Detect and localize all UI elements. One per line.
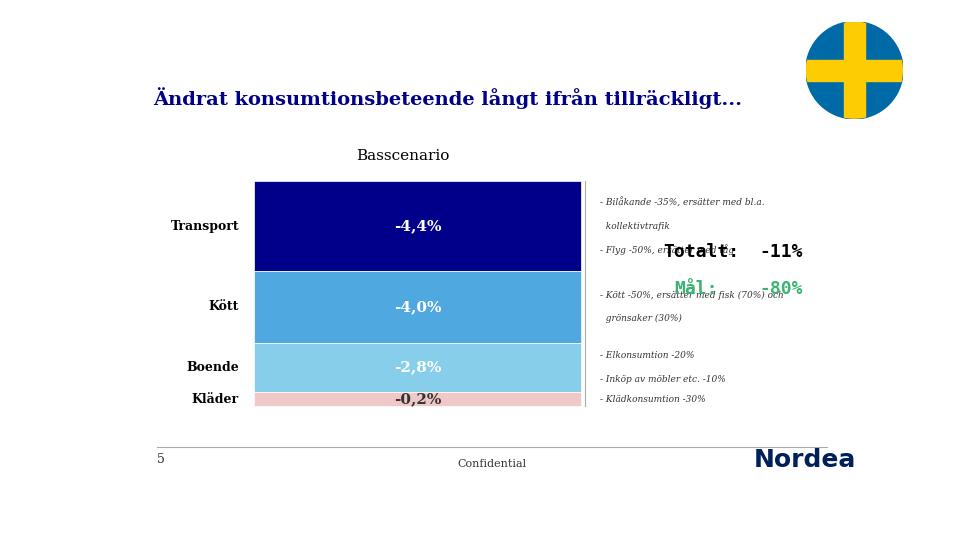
Bar [253, 343, 581, 392]
Text: - Klädkonsumtion -30%: - Klädkonsumtion -30% [600, 395, 706, 403]
Text: - Kött -50%, ersätter med fisk (70%) och: - Kött -50%, ersätter med fisk (70%) och [600, 291, 783, 300]
Text: - Elkonsumtion -20%: - Elkonsumtion -20% [600, 352, 694, 360]
Text: Confidential: Confidential [457, 459, 527, 469]
Bar [253, 181, 581, 271]
Bar [253, 271, 581, 343]
Bar [253, 392, 581, 406]
Text: -11%: -11% [760, 243, 804, 261]
Text: kollektivtrafik: kollektivtrafik [600, 221, 670, 231]
Text: - Flyg -50%, ersätter med tåg: - Flyg -50%, ersätter med tåg [600, 244, 734, 255]
Text: - Bilåkande -35%, ersätter med bl.a.: - Bilåkande -35%, ersätter med bl.a. [600, 198, 764, 208]
Text: -4,0%: -4,0% [394, 300, 442, 314]
Text: Boende: Boende [186, 361, 239, 374]
Text: Mål:: Mål: [674, 280, 718, 298]
Circle shape [805, 22, 903, 119]
Text: - Inköp av möbler etc. -10%: - Inköp av möbler etc. -10% [600, 375, 726, 384]
Text: -80%: -80% [760, 280, 804, 298]
Text: Transport: Transport [171, 220, 239, 233]
Bar [805, 59, 903, 81]
Text: Basscenario: Basscenario [356, 149, 449, 163]
Text: grönsaker (30%): grönsaker (30%) [600, 314, 682, 323]
Text: Ändrat konsumtionsbeteende långt ifrån tillräckligt...: Ändrat konsumtionsbeteende långt ifrån t… [153, 87, 742, 109]
Text: 5: 5 [157, 453, 165, 467]
Text: Totalt:: Totalt: [663, 243, 739, 261]
Text: Nordea: Nordea [754, 448, 855, 472]
Bar [844, 22, 865, 119]
Text: Kött: Kött [208, 300, 239, 313]
Text: -2,8%: -2,8% [394, 361, 442, 375]
Text: -4,4%: -4,4% [394, 219, 442, 233]
Text: Kläder: Kläder [192, 393, 239, 406]
Text: -0,2%: -0,2% [394, 392, 442, 406]
